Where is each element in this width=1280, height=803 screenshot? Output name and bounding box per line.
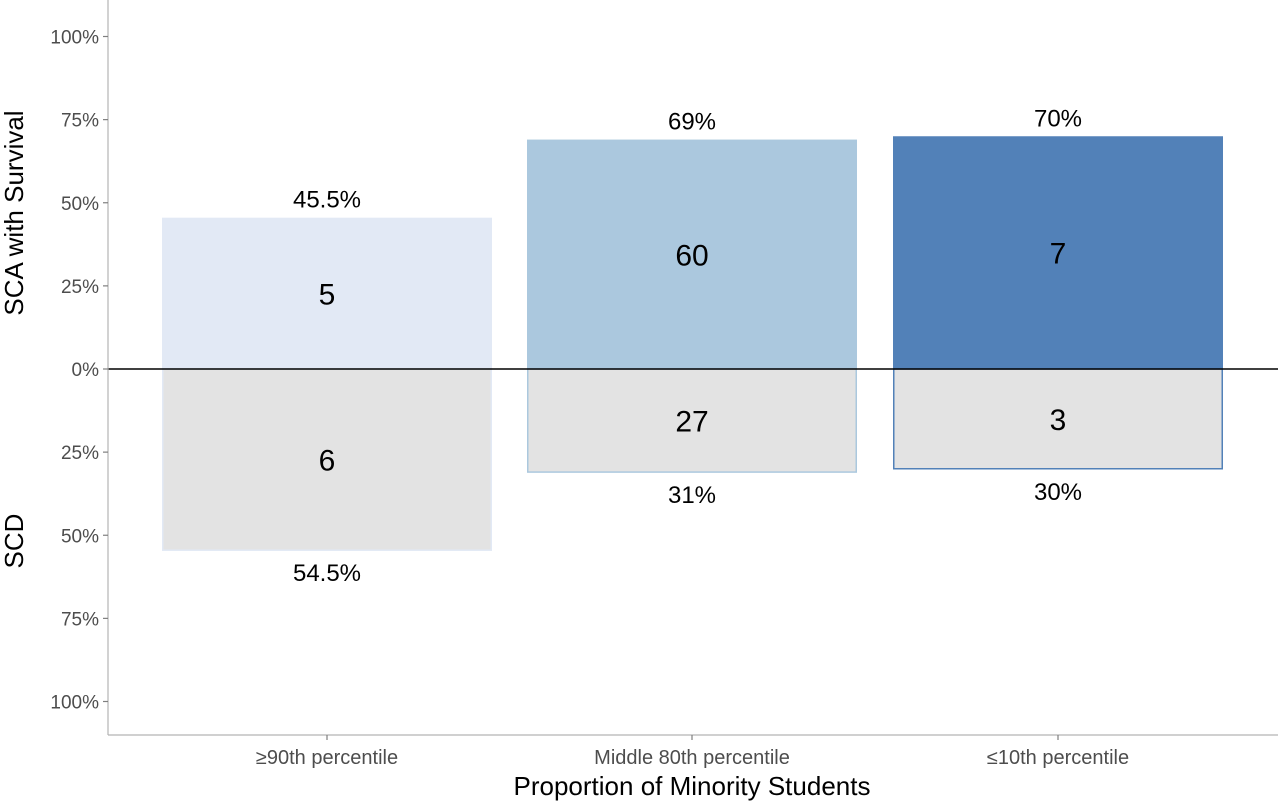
upper-percent-label: 45.5% <box>293 187 361 214</box>
x-tick-label: ≥90th percentile <box>256 747 398 769</box>
upper-count-label: 60 <box>675 239 708 272</box>
bar-upper <box>893 136 1223 369</box>
y-tick-label: 75% <box>61 111 99 132</box>
lower-percent-label: 30% <box>1034 479 1082 506</box>
lower-percent-label: 31% <box>668 482 716 509</box>
bar-lower <box>527 368 857 473</box>
lower-bars <box>162 368 1223 551</box>
bar-upper <box>162 217 492 369</box>
y-tick-label: 0% <box>72 360 100 381</box>
bar-lower <box>893 368 1223 470</box>
upper-percent-label: 69% <box>668 109 716 136</box>
bar-upper <box>527 139 857 369</box>
x-tick-label: ≤10th percentile <box>987 747 1129 769</box>
y-tick-label: 75% <box>61 609 99 630</box>
y-tick-label: 25% <box>61 443 99 464</box>
y-tick-label: 100% <box>50 693 99 714</box>
y-tick-label: 50% <box>61 526 99 547</box>
upper-percent-label: 70% <box>1034 105 1082 132</box>
lower-count-label: 6 <box>319 445 336 478</box>
lower-count-label: 3 <box>1050 404 1067 437</box>
upper-count-label: 5 <box>319 278 336 311</box>
y-axis-title-upper: SCA with Survival <box>0 110 29 315</box>
y-axis-title-lower: SCD <box>0 514 29 569</box>
x-tick-label: Middle 80th percentile <box>594 747 790 769</box>
y-axis: 100% 75% 50% 25% 0% 25% 50% 75% 100% <box>50 0 109 735</box>
upper-count-label: 7 <box>1050 238 1067 271</box>
lower-count-label: 27 <box>675 406 708 439</box>
x-axis-title: Proportion of Minority Students <box>514 771 871 801</box>
y-tick-label: 100% <box>50 28 99 49</box>
x-axis: ≥90th percentile Middle 80th percentile ≤1… <box>108 734 1278 769</box>
upper-bars <box>162 136 1223 369</box>
y-tick-label: 50% <box>61 194 99 215</box>
lower-percent-label: 54.5% <box>293 560 361 587</box>
bar-lower <box>162 368 492 551</box>
y-tick-label: 25% <box>61 277 99 298</box>
bar-labels: 45.5% 54.5% 5 6 69% 31% 60 27 70% 30% 7 3 <box>293 105 1082 587</box>
